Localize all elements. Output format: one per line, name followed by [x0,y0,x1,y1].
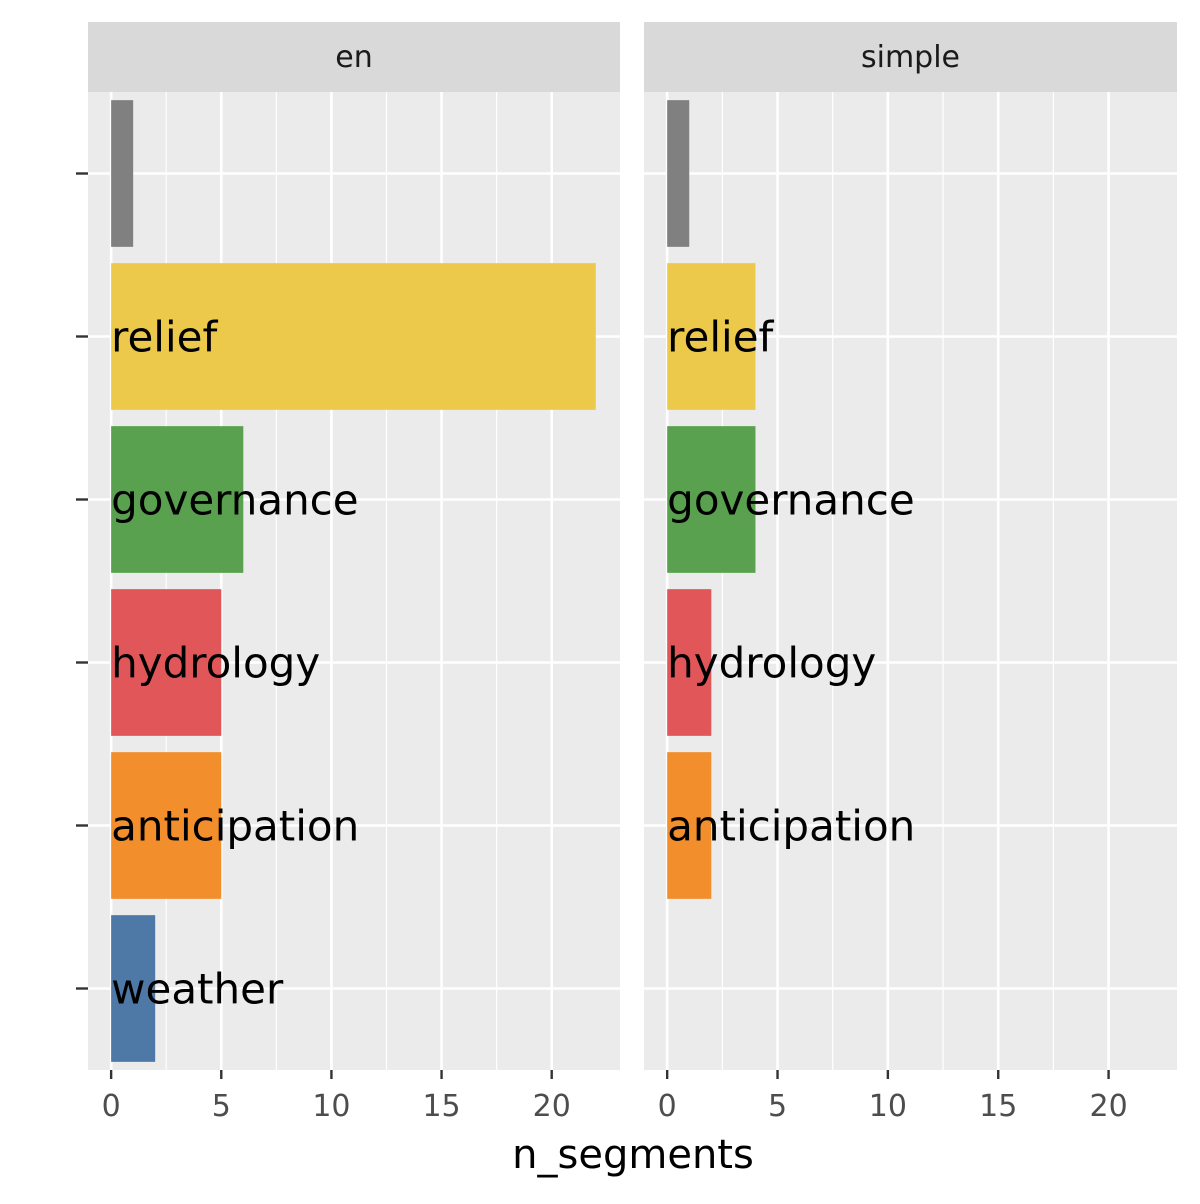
facet-strip [88,22,620,92]
y-axis [76,172,88,990]
bar-governance-simple [667,426,756,573]
bar-label: governance [111,476,359,525]
x-tick-label: 5 [768,1089,787,1124]
x-tick-label: 0 [658,1089,677,1124]
x-tick-label: 10 [869,1089,907,1124]
x-axis-title: n_segments [512,1132,754,1178]
bar-label: anticipation [111,802,359,851]
bar-unlabeled-en [111,100,134,247]
bar-label: relief [111,313,218,362]
bar-label: weather [111,965,284,1014]
bar-label: governance [667,476,915,525]
panel-background [644,92,1177,1070]
bar-label: hydrology [111,639,320,688]
bar-relief-simple [667,263,756,410]
x-tick-label: 15 [422,1089,460,1124]
bar-hydrology-simple [667,589,712,736]
x-tick-label: 0 [102,1089,121,1124]
facet-strip [644,22,1177,92]
bar-unlabeled-simple [667,100,690,247]
x-tick-label: 5 [212,1089,231,1124]
panel-background [88,92,620,1070]
bar-label: relief [667,313,774,362]
panel-simple: simple relief governance hydrology anticipat… [644,22,1177,1124]
bar-hydrology-en [111,589,222,736]
panel-en: en relief governance hydrology anticipation w… [88,22,620,1124]
bar-label: hydrology [667,639,876,688]
facet-strip-label: simple [861,40,960,75]
x-tick-label: 20 [533,1089,571,1124]
bar-governance-en [111,426,244,573]
bar-weather-en [111,915,156,1062]
x-tick-label: 10 [312,1089,350,1124]
bar-relief-en [111,263,596,410]
x-tick-label: 20 [1089,1089,1127,1124]
bar-anticipation-en [111,752,222,899]
x-tick-label: 15 [979,1089,1017,1124]
bar-anticipation-simple [667,752,712,899]
bar-label: anticipation [667,802,915,851]
facet-strip-label: en [335,40,372,75]
